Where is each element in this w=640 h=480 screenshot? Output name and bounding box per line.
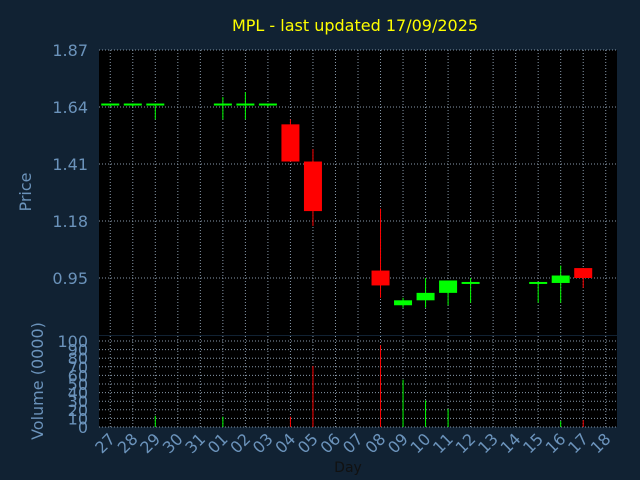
candle-body-15 (529, 281, 548, 284)
volume-tick-label: 10 (68, 409, 88, 428)
candle-body-17 (574, 268, 593, 278)
candle-body-02 (236, 103, 255, 106)
candlestick-series (101, 92, 593, 308)
volume-tick-label: 30 (68, 392, 88, 411)
candle-body-28 (123, 103, 142, 106)
volume-axis-label: Volume (0000) (28, 322, 47, 440)
volume-tick-label: 100 (57, 332, 88, 351)
chart-title: MPL - last updated 17/09/2025 (232, 16, 478, 35)
price-tick-labels: 0.95 1.18 1.41 1.64 1.87 (52, 41, 88, 288)
candle-body-09 (394, 300, 413, 306)
price-axis-label: Price (16, 172, 35, 211)
candle-body-05 (303, 161, 322, 212)
candle-body-03 (258, 103, 277, 106)
volume-tick-label: 50 (68, 375, 88, 394)
volume-tick-label: 20 (68, 401, 88, 420)
price-tick-label: 1.18 (52, 212, 88, 231)
volume-tick-label: 60 (68, 366, 88, 385)
volume-bars (154, 345, 584, 427)
candle-body-10 (416, 292, 435, 301)
candle-body-27 (101, 103, 120, 106)
candle-body-01 (213, 103, 232, 106)
volume-tick-label: 70 (68, 358, 88, 377)
price-tick-label: 1.87 (52, 41, 88, 60)
candle-body-16 (551, 275, 570, 283)
volume-tick-label: 0 (78, 418, 88, 437)
price-tick-label: 1.64 (52, 98, 88, 117)
volume-tick-label: 80 (68, 349, 88, 368)
price-tick-label: 0.95 (52, 269, 88, 288)
candle-body-12 (461, 281, 480, 284)
x-axis-label: Day (334, 460, 362, 476)
candle-body-29 (146, 103, 165, 106)
candle-body-04 (281, 124, 300, 162)
price-tick-label: 1.41 (52, 155, 88, 174)
volume-tick-label: 90 (68, 341, 88, 360)
candle-body-11 (439, 280, 458, 293)
volume-tick-label: 40 (68, 384, 88, 403)
candle-body-08 (371, 270, 390, 286)
day-tick-labels: 2728293031010203040506070809101112131415… (91, 429, 614, 457)
